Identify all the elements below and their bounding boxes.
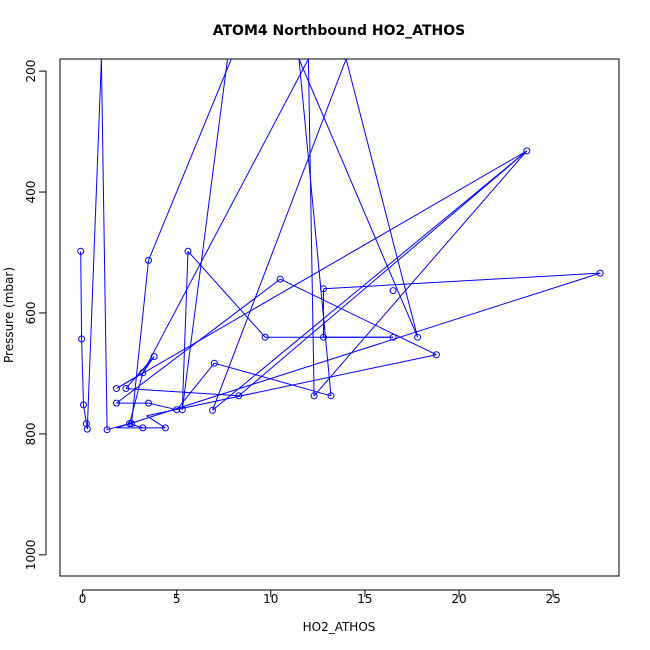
series-line-segment: [313, 150, 528, 397]
data-point: [139, 369, 147, 377]
series-line-segment: [116, 372, 144, 389]
data-point: [173, 406, 181, 414]
data-point: [122, 385, 130, 392]
data-point: [310, 392, 318, 400]
series-line-segment: [148, 59, 232, 261]
series-line-segment: [176, 362, 215, 411]
series-line-segment: [212, 59, 347, 411]
series-line-segment: [307, 59, 315, 396]
data-point: [414, 333, 422, 341]
chart-title: ATOM4 Northbound HO2_ATHOS: [213, 23, 465, 39]
data-point: [327, 392, 335, 400]
series-line-segment: [212, 150, 528, 411]
data-point: [161, 424, 169, 432]
y-tick-label: 600: [24, 302, 38, 325]
data-point: [320, 285, 327, 293]
series-line-segment: [129, 372, 144, 424]
series-line-segment: [125, 388, 239, 397]
data-point: [113, 385, 120, 392]
data-point: [139, 424, 147, 432]
series-line-segment: [142, 59, 309, 374]
y-tick-label: 800: [24, 422, 38, 445]
y-tick-label: 400: [24, 181, 38, 204]
data-point: [83, 425, 91, 433]
x-tick-label: 5: [173, 592, 181, 606]
data-point: [432, 351, 440, 359]
x-tick-label: 10: [263, 592, 278, 606]
x-tick-label: 25: [545, 592, 560, 606]
series-line-segment: [181, 59, 228, 410]
series-line-segment: [323, 272, 601, 290]
data-point: [126, 420, 134, 428]
series-line-segment: [279, 278, 437, 356]
data-point: [596, 269, 604, 277]
series-line-segment: [129, 423, 143, 429]
series-line-segment: [86, 59, 102, 430]
x-axis: 0 5 10 15 20 25: [79, 589, 561, 606]
data-point: [210, 359, 218, 367]
data-point: [145, 256, 152, 264]
series-line-segment: [146, 415, 166, 429]
x-tick-label: 20: [451, 592, 466, 606]
series-line-segment: [148, 402, 177, 411]
series-line-segment: [298, 59, 419, 338]
series-line-segment: [181, 251, 189, 410]
series-line-segment: [80, 251, 83, 340]
data-layer: [77, 59, 604, 434]
series-line-segment: [100, 59, 108, 430]
data-point: [209, 406, 216, 414]
series-line-segment: [298, 59, 332, 396]
data-point: [389, 287, 397, 295]
series-line-segment: [238, 150, 528, 397]
data-point: [184, 247, 192, 255]
data-point: [128, 420, 135, 428]
plot-frame: [59, 58, 620, 577]
y-tick-label: 200: [24, 60, 38, 83]
series-line-segment: [116, 272, 601, 429]
data-point: [261, 333, 269, 341]
y-axis-label: Pressure (mbar): [2, 267, 16, 363]
data-point: [103, 426, 111, 434]
x-axis-label: HO2_ATHOS: [303, 620, 376, 634]
series-line-segment: [187, 250, 266, 338]
data-point: [235, 392, 243, 400]
data-point: [320, 333, 327, 341]
series-line-segment: [81, 338, 84, 405]
x-tick-label: 15: [357, 592, 372, 606]
data-point: [78, 335, 86, 343]
data-point: [389, 333, 397, 341]
x-tick-label: 0: [79, 592, 87, 606]
data-point: [150, 353, 158, 360]
data-point: [77, 247, 85, 255]
data-point: [113, 399, 120, 407]
data-point: [523, 147, 531, 155]
data-point: [276, 275, 284, 283]
y-axis: 200 400 600 800 1000: [24, 60, 47, 571]
data-point: [145, 399, 152, 407]
series-line-segment: [116, 150, 528, 389]
y-tick-label: 1000: [24, 540, 38, 571]
series-line-segment: [214, 362, 332, 397]
series-line-segment: [131, 260, 149, 424]
data-point: [80, 401, 87, 409]
